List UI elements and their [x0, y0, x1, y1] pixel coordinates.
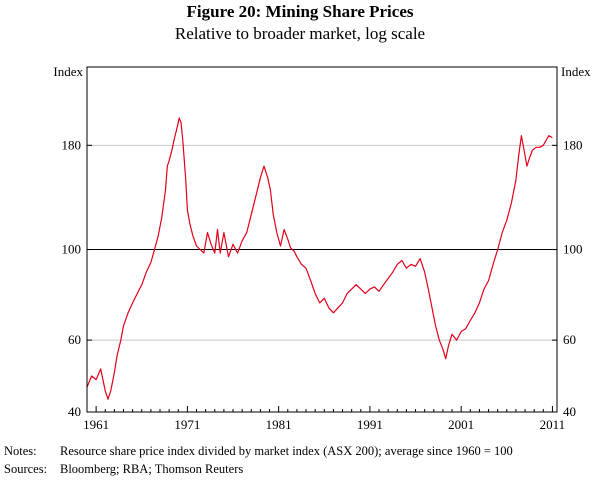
- notes-text: Resource share price index divided by ma…: [60, 444, 513, 458]
- y-tick-label-right-40: 40: [563, 404, 576, 419]
- x-tick-label-2011: 2011: [540, 417, 566, 432]
- y-tick-label-left-180: 180: [62, 137, 82, 152]
- sources-text: Bloomberg; RBA; Thomson Reuters: [60, 462, 244, 476]
- y-axis-label-right: Index: [561, 64, 591, 79]
- y-tick-label-left-60: 60: [68, 332, 81, 347]
- gridlines: [87, 144, 557, 341]
- x-tick-label-2001: 2001: [448, 417, 474, 432]
- sources-label: Sources:: [4, 462, 48, 476]
- x-tick-label-1981: 1981: [266, 417, 292, 432]
- notes-line: Notes: Resource share price index divided…: [4, 444, 513, 459]
- plot-frame: [86, 66, 558, 413]
- chart-subtitle: Relative to broader market, log scale: [174, 24, 426, 43]
- sources-line: Sources: Bloomberg; RBA; Thomson Reuters: [4, 462, 243, 477]
- chart-title: Figure 20: Mining Share Prices: [186, 2, 414, 21]
- y-axis-label-left: Index: [53, 64, 83, 79]
- x-tick-label-1961: 1961: [83, 417, 109, 432]
- notes-label: Notes:: [4, 444, 37, 458]
- y-tick-label-right-100: 100: [563, 242, 583, 257]
- y-tick-label-right-60: 60: [563, 332, 576, 347]
- y-tick-label-right-180: 180: [563, 137, 583, 152]
- x-tick-label-1971: 1971: [174, 417, 200, 432]
- x-tick-label-1991: 1991: [357, 417, 383, 432]
- ticks: 40 40 60 60 100 100 180 180 1961 1971 1981 1991 2001…: [62, 137, 583, 432]
- series-line: [86, 117, 553, 400]
- y-tick-label-left-40: 40: [68, 404, 81, 419]
- y-tick-label-left-100: 100: [62, 242, 82, 257]
